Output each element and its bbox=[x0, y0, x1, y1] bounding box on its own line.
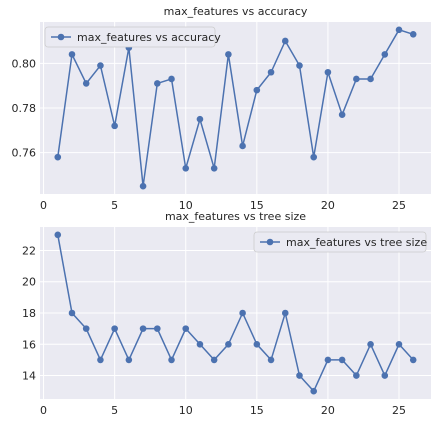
data-point bbox=[324, 356, 332, 364]
data-point bbox=[367, 75, 374, 83]
x-tick-label: 10 bbox=[179, 199, 193, 212]
data-point bbox=[353, 372, 360, 379]
series-line bbox=[57, 234, 414, 393]
legend-box bbox=[44, 26, 216, 48]
legend: max_features vs accuracy bbox=[44, 26, 221, 48]
data-point bbox=[281, 37, 289, 45]
y-tick-label: 14 bbox=[22, 370, 36, 383]
data-point bbox=[154, 80, 161, 87]
y-tick-label: 16 bbox=[22, 338, 36, 351]
chart-title: max_features vs accuracy bbox=[164, 5, 308, 18]
data-point bbox=[196, 340, 204, 348]
data-point bbox=[296, 62, 303, 69]
y-tick-label: 0.80 bbox=[12, 57, 37, 70]
data-point bbox=[210, 165, 218, 172]
data-point bbox=[125, 356, 133, 364]
data-point bbox=[139, 182, 147, 190]
data-point bbox=[324, 68, 332, 76]
series-line bbox=[57, 28, 414, 187]
data-point bbox=[111, 122, 118, 130]
legend-marker bbox=[266, 238, 274, 246]
data-point bbox=[267, 356, 275, 364]
data-point bbox=[338, 356, 346, 364]
legend-marker bbox=[57, 33, 65, 41]
x-tick-label: 5 bbox=[111, 199, 118, 212]
chart-title: max_features vs tree size bbox=[165, 210, 306, 223]
data-point bbox=[281, 309, 289, 317]
data-point bbox=[154, 325, 161, 332]
data-point bbox=[97, 356, 104, 364]
legend-label: max_features vs accuracy bbox=[77, 31, 221, 44]
data-point bbox=[367, 340, 374, 348]
data-point bbox=[225, 51, 232, 58]
data-point bbox=[139, 325, 147, 332]
x-tick-label: 15 bbox=[250, 404, 264, 417]
data-point bbox=[97, 62, 104, 69]
data-point bbox=[54, 153, 62, 161]
x-tick-label: 20 bbox=[321, 199, 335, 212]
data-point bbox=[82, 80, 90, 87]
data-point bbox=[381, 51, 389, 58]
data-point bbox=[239, 142, 246, 150]
data-point bbox=[381, 372, 389, 379]
data-point bbox=[395, 340, 403, 348]
legend-label: max_features vs tree size bbox=[286, 236, 427, 249]
x-tick-label: 0 bbox=[40, 404, 47, 417]
data-point bbox=[253, 86, 261, 94]
data-point bbox=[239, 309, 246, 317]
data-point bbox=[310, 153, 318, 161]
chart-1: 0 5 10 15 20 25 0.76 0.78 0.80 max_features vs ac… bbox=[12, 5, 431, 212]
legend-box bbox=[253, 231, 427, 253]
data-point bbox=[68, 51, 76, 58]
data-point bbox=[310, 387, 318, 395]
data-point bbox=[338, 111, 346, 119]
y-tick-label: 0.76 bbox=[12, 147, 37, 160]
data-point bbox=[182, 165, 190, 172]
y-tick-label: 0.78 bbox=[12, 102, 37, 115]
data-point bbox=[225, 340, 232, 348]
data-point bbox=[253, 340, 261, 348]
x-tick-label: 20 bbox=[321, 404, 335, 417]
data-point bbox=[353, 75, 360, 83]
chart-2: 0 5 10 15 20 25 14 16 18 20 22 max_features vs tree… bbox=[22, 210, 431, 417]
data-point bbox=[68, 309, 76, 317]
data-point bbox=[409, 356, 417, 364]
data-point bbox=[168, 356, 175, 364]
data-point bbox=[267, 68, 275, 76]
x-tick-label: 25 bbox=[392, 199, 406, 212]
legend: max_features vs tree size bbox=[253, 231, 427, 253]
y-tick-label: 18 bbox=[22, 307, 36, 320]
x-tick-label: 10 bbox=[179, 404, 193, 417]
data-point bbox=[168, 75, 175, 83]
x-tick-label: 5 bbox=[111, 404, 118, 417]
x-tick-label: 0 bbox=[40, 199, 47, 212]
data-point bbox=[210, 356, 218, 364]
x-tick-label: 15 bbox=[250, 199, 264, 212]
data-point bbox=[196, 115, 204, 123]
data-point bbox=[82, 325, 90, 332]
data-point bbox=[182, 325, 190, 332]
data-point bbox=[296, 372, 303, 379]
data-point bbox=[409, 30, 417, 38]
data-point bbox=[111, 325, 118, 332]
y-tick-label: 22 bbox=[22, 244, 36, 257]
data-point bbox=[395, 26, 403, 34]
x-tick-label: 25 bbox=[392, 404, 406, 417]
data-point bbox=[54, 231, 62, 239]
y-tick-label: 20 bbox=[22, 276, 36, 289]
